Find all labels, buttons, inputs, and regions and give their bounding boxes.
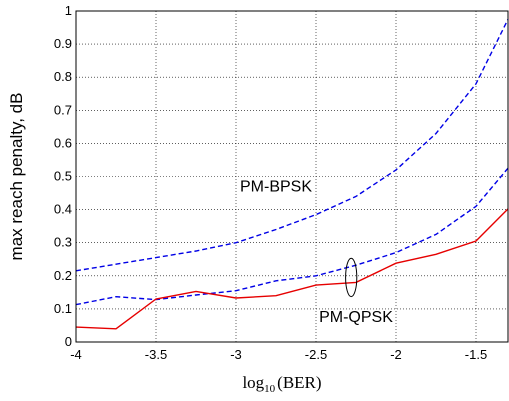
annotation-label: PM-QPSK — [319, 309, 393, 326]
x-axis-label-arg: (BER) — [277, 373, 321, 392]
group-ellipse — [345, 257, 358, 298]
y-tick-label: 0.2 — [54, 268, 72, 283]
x-axis-label-sub: 10 — [264, 383, 276, 395]
plot-frame — [75, 10, 509, 343]
x-axis-label: log10 (BER) — [242, 373, 321, 395]
y-tick-label: 0.8 — [54, 69, 72, 84]
series-line — [75, 18, 509, 272]
y-tick-label: 0.4 — [54, 202, 72, 217]
series-group — [75, 18, 509, 330]
x-tick-label: -1.5 — [465, 347, 487, 362]
y-tick-label: 0.1 — [54, 301, 72, 316]
annotation-label: PM-BPSK — [240, 178, 312, 195]
annotations: PM-BPSK PM-QPSK — [240, 178, 393, 326]
y-axis-label: max reach penalty, dB — [7, 93, 26, 261]
x-axis-label-main: log — [242, 373, 264, 392]
x-tick-label: -3.5 — [145, 347, 167, 362]
y-tick-label: 0 — [65, 334, 72, 349]
x-tick-label: -4 — [70, 347, 82, 362]
y-tick-label: 0.7 — [54, 102, 72, 117]
x-tick-label: -3 — [230, 347, 242, 362]
x-tick-label: -2 — [390, 347, 402, 362]
y-tick-label: 1 — [65, 3, 72, 18]
grid-lines — [75, 10, 508, 343]
y-tick-label: 0.9 — [54, 36, 72, 51]
x-tick-labels: -4 -3.5 -3 -2.5 -2 -1.5 — [70, 347, 487, 362]
y-tick-label: 0.5 — [54, 169, 72, 184]
y-tick-label: 0.3 — [54, 235, 72, 250]
y-tick-label: 0.6 — [54, 135, 72, 150]
series-line — [75, 208, 509, 330]
y-tick-labels: 0 0.1 0.2 0.3 0.4 0.5 0.6 0.7 0.8 0.9 1 — [54, 3, 72, 349]
series-line — [75, 167, 509, 306]
x-tick-label: -2.5 — [305, 347, 327, 362]
